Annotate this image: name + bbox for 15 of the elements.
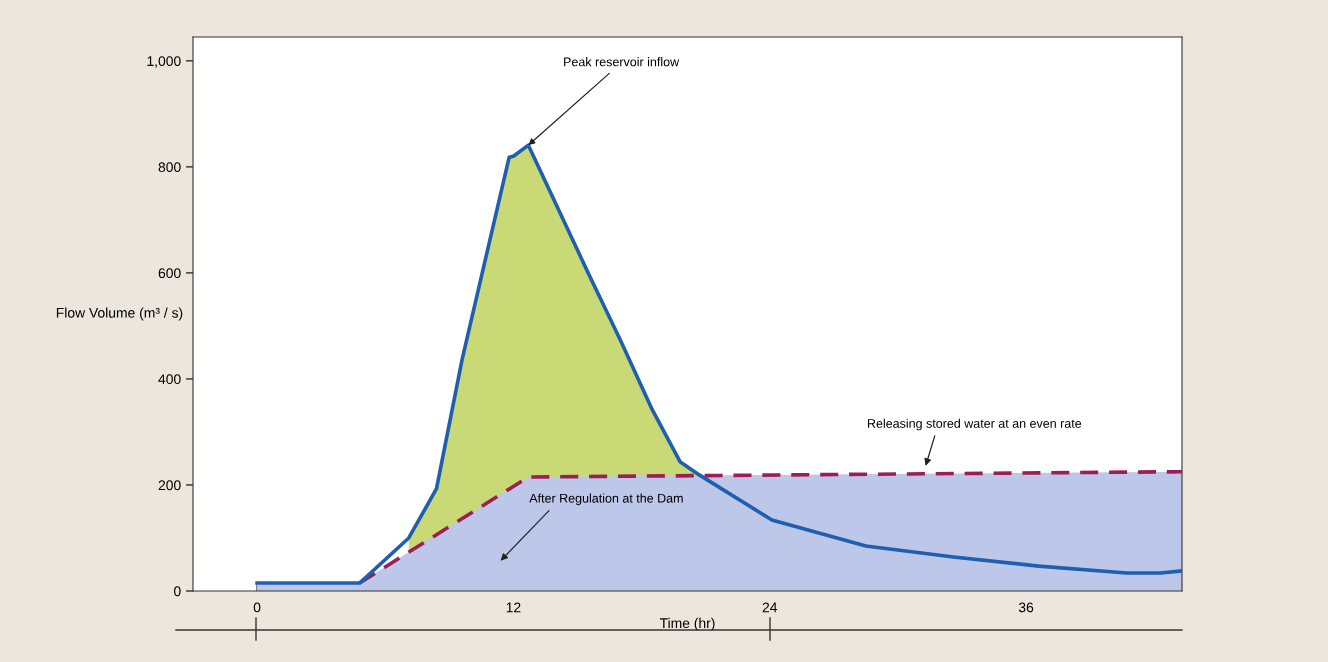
x-tick-label: 24 [762, 602, 778, 613]
x-tick-label: 12 [506, 602, 521, 613]
annotation: Releasing stored water at an even rate [867, 418, 1082, 431]
x-axis-title: Time (hr) [659, 617, 715, 631]
y-tick-label: 0 [174, 586, 181, 597]
y-tick-label: 600 [158, 268, 181, 279]
x-tick-label: 36 [1018, 602, 1034, 613]
annotation: Peak reservoir inflow [564, 57, 680, 67]
y-tick-label: 200 [158, 480, 181, 491]
x-tick-label: 0 [253, 602, 261, 613]
annotation: After Regulation at the Dam [529, 493, 683, 506]
y-axis-title: Flow Volume (m³ / s) [56, 307, 183, 321]
y-tick-label: 800 [158, 162, 181, 173]
y-tick-label: 400 [158, 374, 181, 385]
y-tick-label: 1,000 [147, 56, 181, 68]
